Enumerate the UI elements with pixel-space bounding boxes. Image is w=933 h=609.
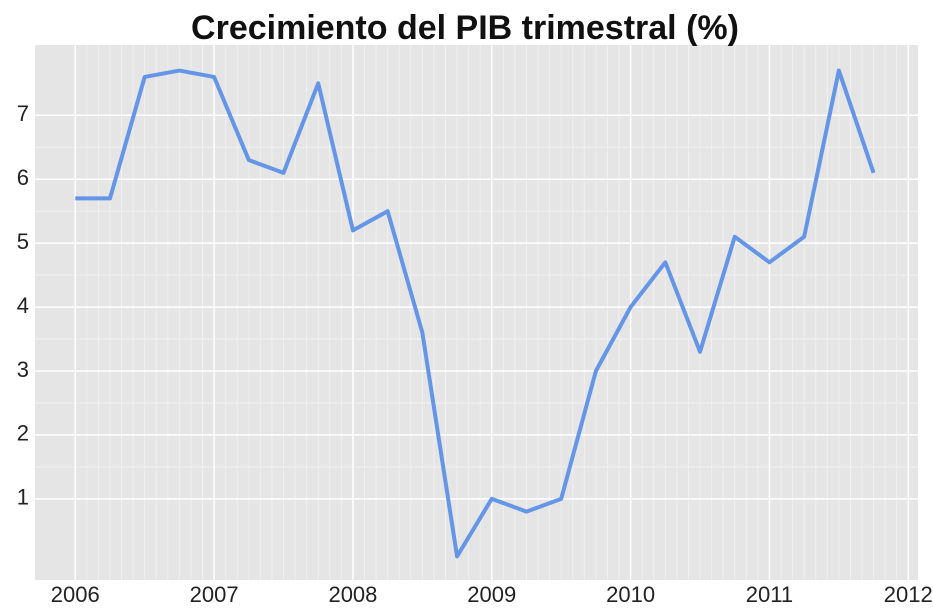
y-tick-label: 7 bbox=[17, 101, 29, 126]
x-tick-label: 2006 bbox=[51, 582, 100, 607]
plot-background bbox=[35, 45, 918, 580]
x-tick-label: 2010 bbox=[606, 582, 655, 607]
y-tick-label: 5 bbox=[17, 229, 29, 254]
data-line bbox=[75, 68, 876, 559]
y-tick-label: 2 bbox=[17, 421, 29, 446]
x-tick-label: 2011 bbox=[746, 582, 793, 607]
y-tick-label: 4 bbox=[17, 293, 29, 318]
x-tick-label: 2012 bbox=[884, 582, 933, 607]
chart-title: Crecimiento del PIB trimestral (%) bbox=[191, 9, 739, 47]
y-tick-label: 6 bbox=[17, 165, 29, 190]
x-tick-label: 2009 bbox=[467, 582, 516, 607]
y-tick-label: 3 bbox=[17, 357, 29, 382]
x-tick-label: 2007 bbox=[190, 582, 239, 607]
y-tick-label: 1 bbox=[17, 485, 29, 510]
x-tick-label: 2008 bbox=[328, 582, 377, 607]
